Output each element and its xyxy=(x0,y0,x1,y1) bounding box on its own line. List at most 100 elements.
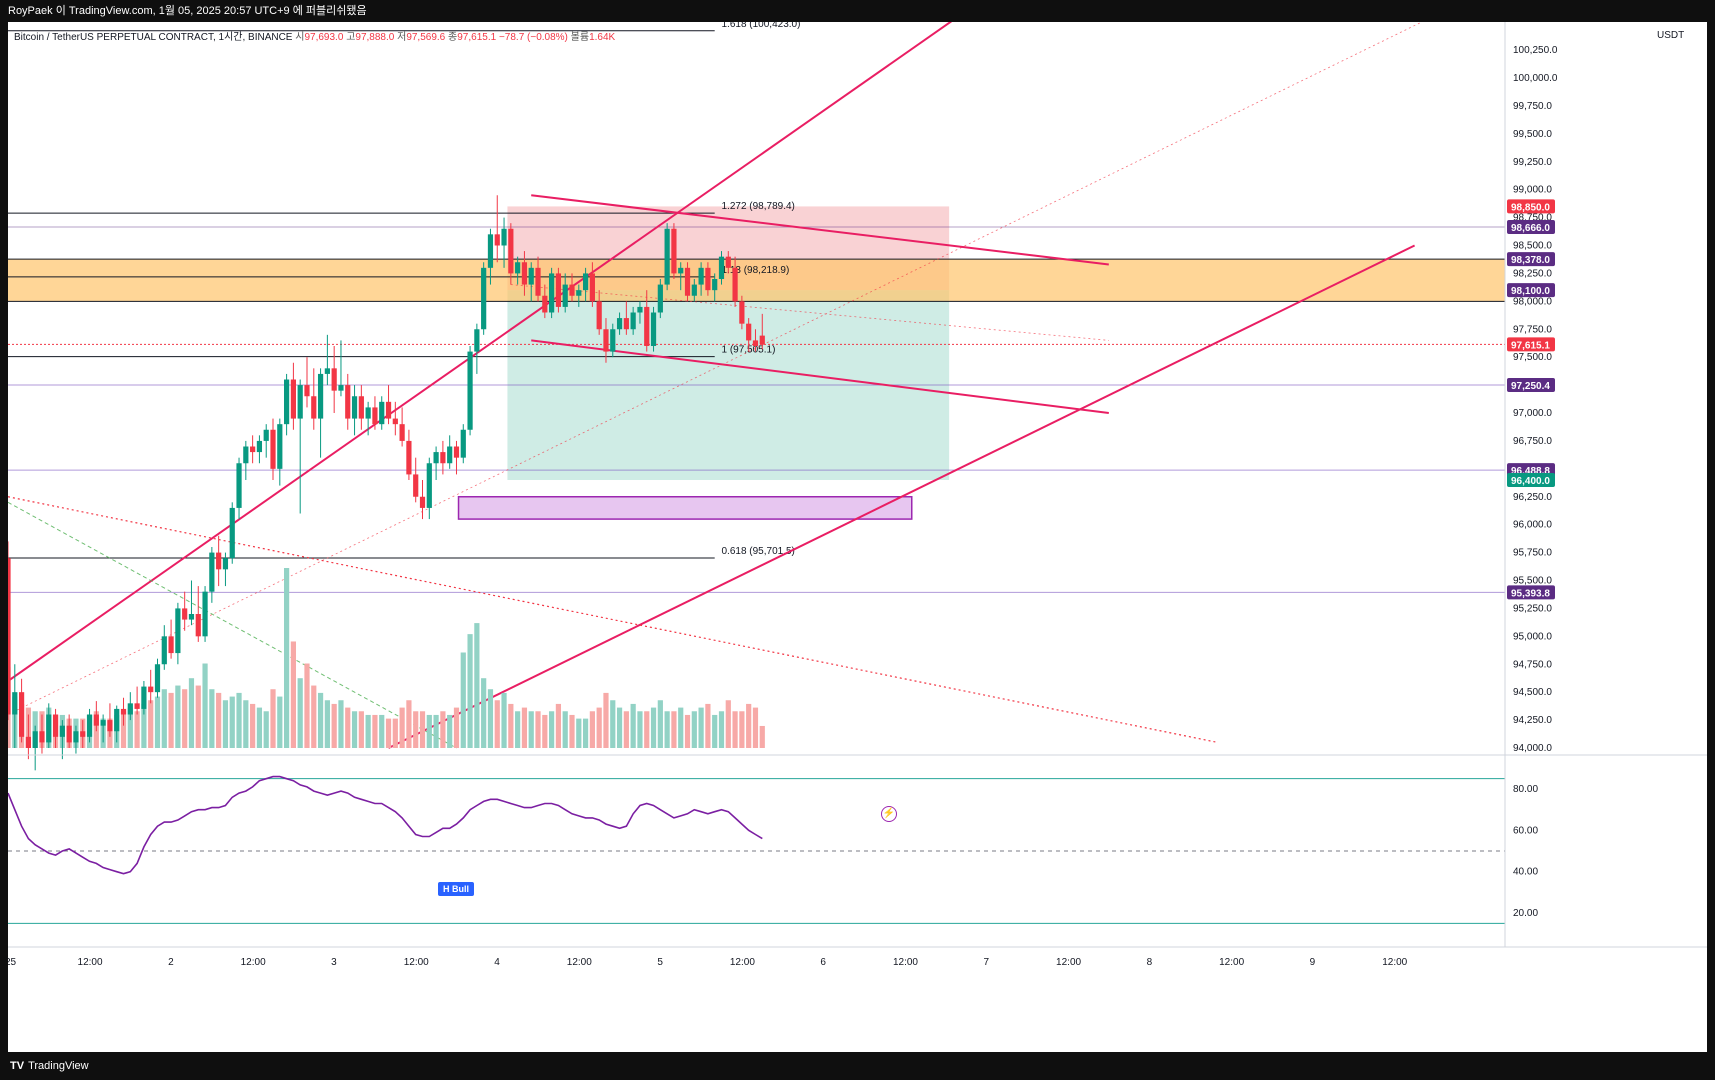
price-tick-label: 94,500.0 xyxy=(1513,687,1552,698)
volume-bar xyxy=(188,678,195,748)
volume-bar xyxy=(474,623,480,748)
price-tick-label: 94,000.0 xyxy=(1513,743,1552,754)
candle-body xyxy=(752,340,759,346)
candle-body xyxy=(243,446,249,464)
candle-body xyxy=(73,731,79,743)
candle-body xyxy=(46,714,52,743)
wedge-mid-dotted-line xyxy=(510,284,1109,341)
volume-bar xyxy=(698,707,704,748)
candle-body xyxy=(100,720,106,726)
price-chart[interactable]: 1.618 (100,423.0) 1.272 (98,789.4) 1.13 (9… xyxy=(8,22,1707,1052)
volume-bar xyxy=(256,707,263,748)
candle-body xyxy=(535,267,541,296)
candle-body xyxy=(290,379,296,419)
low-value: 97,569.6 xyxy=(406,32,446,43)
time-tick-label: 12:00 xyxy=(404,957,429,968)
price-badge-label: 96,400.0 xyxy=(1511,476,1550,487)
candle-body xyxy=(107,720,113,732)
candle-body xyxy=(236,463,242,508)
volume-value: 1.64K xyxy=(589,32,616,43)
chart-background xyxy=(8,22,1707,1052)
candle-body xyxy=(637,306,643,313)
volume-bar xyxy=(739,711,745,748)
volume-bar xyxy=(684,714,691,748)
volume-bar xyxy=(195,685,201,748)
candle-body xyxy=(616,318,623,330)
volume-bar xyxy=(284,568,290,748)
volume-bar xyxy=(277,696,283,748)
volume-bar xyxy=(229,696,235,748)
volume-bar xyxy=(487,689,494,748)
candle-body xyxy=(759,335,765,345)
candle-body xyxy=(515,262,521,274)
candle-body xyxy=(134,703,140,709)
price-tick-label: 95,500.0 xyxy=(1513,576,1552,587)
tradingview-footer: TV TradingView xyxy=(0,1052,1715,1080)
volume-bar xyxy=(392,718,398,748)
price-tick-label: 98,000.0 xyxy=(1513,296,1552,307)
candle-body xyxy=(365,407,371,419)
candle-body xyxy=(175,608,181,654)
time-tick-label: 12:00 xyxy=(730,957,755,968)
candle-body xyxy=(18,692,25,737)
volume-bar xyxy=(222,700,229,748)
candle-body xyxy=(195,614,201,637)
price-tick-label: 98,750.0 xyxy=(1513,213,1552,224)
price-tick-label: 98,500.0 xyxy=(1513,241,1552,252)
channel-upper-line xyxy=(8,22,953,682)
left-frame xyxy=(0,22,8,1052)
volume-bar xyxy=(379,714,385,748)
candle-body xyxy=(256,440,263,453)
volume-bar xyxy=(385,718,392,748)
median-dotted-line xyxy=(8,22,1422,715)
candle-body xyxy=(684,267,691,296)
volume-bar xyxy=(732,711,738,748)
candle-body xyxy=(447,446,453,464)
low-label: 저 xyxy=(397,32,407,43)
candle-body xyxy=(229,507,235,559)
candle-body xyxy=(494,234,500,246)
candle-body xyxy=(542,295,548,313)
candle-body xyxy=(66,725,72,743)
volume-bar xyxy=(718,711,725,748)
volume-bar xyxy=(351,711,358,748)
volume-bar xyxy=(426,714,432,748)
candle-body xyxy=(739,301,745,324)
volume-bar xyxy=(671,711,677,748)
candle-body xyxy=(148,686,154,693)
price-tick-label: 94,750.0 xyxy=(1513,659,1552,670)
candle-body xyxy=(426,463,432,508)
lightning-icon[interactable]: ⚡ xyxy=(881,806,897,822)
price-tick-label: 100,000.0 xyxy=(1513,73,1558,84)
price-badge-bg xyxy=(1507,283,1555,298)
supply-band xyxy=(8,259,1505,302)
candle-body xyxy=(182,608,188,620)
candle-body xyxy=(460,429,466,458)
candle-body xyxy=(664,228,670,285)
volume-bar xyxy=(209,689,215,748)
time-tick-label: 12:00 xyxy=(567,957,592,968)
candle-body xyxy=(263,429,269,441)
volume-bar xyxy=(372,714,378,748)
volume-bar xyxy=(250,703,256,748)
time-tick-label: 12:00 xyxy=(1219,957,1244,968)
volume-bar xyxy=(447,714,453,748)
candle-body xyxy=(549,273,555,313)
volume-bar xyxy=(528,711,534,748)
price-badge-bg xyxy=(1507,337,1555,352)
volume-bar xyxy=(148,700,154,748)
price-unit[interactable]: USDT xyxy=(1657,30,1685,41)
candle-body xyxy=(419,496,426,508)
volume-bar xyxy=(175,685,181,748)
candle-body xyxy=(32,731,38,748)
candle-body xyxy=(440,452,446,464)
volume-bar xyxy=(481,678,487,748)
tradingview-logo-icon: TV xyxy=(10,1060,25,1072)
right-frame xyxy=(1707,22,1715,1052)
price-tick-label: 95,250.0 xyxy=(1513,603,1552,614)
price-tick-label: 97,000.0 xyxy=(1513,408,1552,419)
volume-bar xyxy=(453,707,460,748)
volume-bar xyxy=(413,711,419,748)
price-tick-label: 95,000.0 xyxy=(1513,631,1552,642)
close-label: 종 xyxy=(448,32,458,43)
